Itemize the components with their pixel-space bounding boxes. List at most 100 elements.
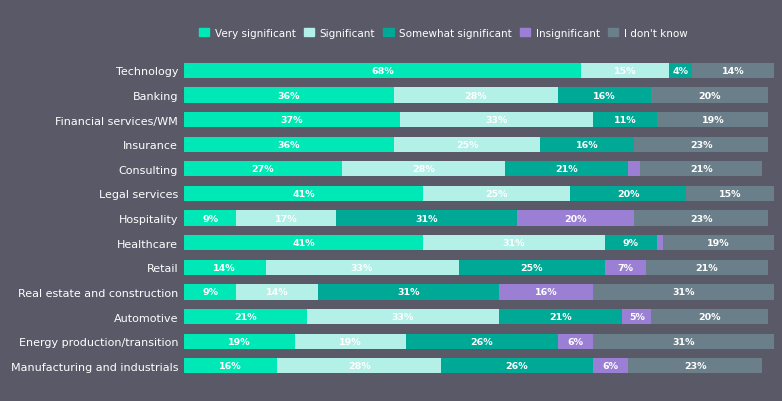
Bar bbox=[184, 162, 342, 177]
Bar bbox=[184, 186, 423, 202]
Text: 6%: 6% bbox=[568, 337, 583, 346]
Bar bbox=[307, 309, 500, 324]
Bar bbox=[184, 113, 400, 128]
Bar bbox=[593, 113, 657, 128]
Bar bbox=[669, 64, 692, 79]
Text: 19%: 19% bbox=[339, 337, 362, 346]
Text: 23%: 23% bbox=[690, 140, 712, 150]
Text: 68%: 68% bbox=[371, 67, 394, 76]
Text: 16%: 16% bbox=[576, 140, 598, 150]
Bar bbox=[651, 88, 769, 103]
Text: 21%: 21% bbox=[696, 263, 719, 272]
Text: 17%: 17% bbox=[274, 214, 297, 223]
Bar bbox=[593, 358, 628, 373]
Bar bbox=[687, 186, 774, 202]
Text: 33%: 33% bbox=[486, 116, 508, 125]
Bar bbox=[266, 260, 458, 275]
Text: 19%: 19% bbox=[708, 239, 730, 247]
Text: 21%: 21% bbox=[690, 165, 712, 174]
Text: 26%: 26% bbox=[471, 337, 493, 346]
Text: 16%: 16% bbox=[535, 288, 558, 297]
Bar bbox=[622, 309, 651, 324]
Text: 20%: 20% bbox=[698, 91, 721, 100]
Bar bbox=[604, 235, 657, 251]
Bar bbox=[423, 235, 604, 251]
Bar bbox=[628, 358, 762, 373]
Legend: Very significant, Significant, Somewhat significant, Insignificant, I don't know: Very significant, Significant, Somewhat … bbox=[195, 24, 691, 43]
Text: 28%: 28% bbox=[465, 91, 487, 100]
Text: 15%: 15% bbox=[719, 190, 741, 198]
Bar bbox=[458, 260, 604, 275]
Bar bbox=[540, 137, 634, 152]
Bar bbox=[318, 285, 500, 300]
Bar bbox=[423, 186, 569, 202]
Text: 19%: 19% bbox=[228, 337, 250, 346]
Text: 33%: 33% bbox=[351, 263, 373, 272]
Text: 28%: 28% bbox=[348, 361, 371, 371]
Text: 15%: 15% bbox=[614, 67, 637, 76]
Bar bbox=[184, 334, 295, 349]
Bar bbox=[441, 358, 593, 373]
Text: 41%: 41% bbox=[292, 190, 315, 198]
Bar bbox=[184, 260, 266, 275]
Bar bbox=[184, 235, 423, 251]
Bar bbox=[394, 88, 558, 103]
Text: 6%: 6% bbox=[602, 361, 619, 371]
Bar bbox=[184, 137, 394, 152]
Bar bbox=[628, 162, 640, 177]
Text: 4%: 4% bbox=[673, 67, 689, 76]
Text: 20%: 20% bbox=[698, 312, 721, 321]
Bar bbox=[342, 162, 505, 177]
Bar bbox=[335, 211, 517, 226]
Bar bbox=[634, 137, 769, 152]
Text: 36%: 36% bbox=[278, 140, 300, 150]
Text: 14%: 14% bbox=[213, 263, 236, 272]
Bar bbox=[593, 334, 774, 349]
Bar bbox=[558, 88, 651, 103]
Bar bbox=[184, 64, 581, 79]
Text: 31%: 31% bbox=[397, 288, 420, 297]
Text: 14%: 14% bbox=[266, 288, 289, 297]
Bar bbox=[657, 235, 663, 251]
Bar bbox=[593, 285, 774, 300]
Bar bbox=[634, 211, 769, 226]
Text: 16%: 16% bbox=[219, 361, 242, 371]
Text: 25%: 25% bbox=[486, 190, 508, 198]
Bar bbox=[505, 162, 628, 177]
Bar bbox=[184, 285, 236, 300]
Text: 36%: 36% bbox=[278, 91, 300, 100]
Bar bbox=[604, 260, 646, 275]
Bar bbox=[394, 137, 540, 152]
Bar bbox=[184, 358, 278, 373]
Text: 20%: 20% bbox=[564, 214, 586, 223]
Text: 31%: 31% bbox=[673, 337, 695, 346]
Text: 41%: 41% bbox=[292, 239, 315, 247]
Text: 14%: 14% bbox=[722, 67, 744, 76]
Text: 25%: 25% bbox=[456, 140, 479, 150]
Text: 23%: 23% bbox=[684, 361, 706, 371]
Bar bbox=[406, 334, 558, 349]
Text: 9%: 9% bbox=[202, 214, 218, 223]
Text: 28%: 28% bbox=[412, 165, 435, 174]
Bar bbox=[184, 211, 236, 226]
Text: 23%: 23% bbox=[690, 214, 712, 223]
Text: 21%: 21% bbox=[555, 165, 578, 174]
Text: 31%: 31% bbox=[673, 288, 695, 297]
Bar bbox=[517, 211, 634, 226]
Bar bbox=[500, 285, 593, 300]
Text: 11%: 11% bbox=[614, 116, 637, 125]
Bar bbox=[500, 309, 622, 324]
Bar bbox=[651, 309, 769, 324]
Bar bbox=[236, 285, 318, 300]
Bar bbox=[692, 64, 774, 79]
Bar bbox=[236, 211, 335, 226]
Bar bbox=[657, 113, 769, 128]
Text: 33%: 33% bbox=[392, 312, 414, 321]
Text: 37%: 37% bbox=[281, 116, 303, 125]
Text: 16%: 16% bbox=[594, 91, 616, 100]
Text: 31%: 31% bbox=[503, 239, 526, 247]
Text: 7%: 7% bbox=[617, 263, 633, 272]
Bar bbox=[400, 113, 593, 128]
Text: 31%: 31% bbox=[415, 214, 438, 223]
Bar bbox=[184, 309, 307, 324]
